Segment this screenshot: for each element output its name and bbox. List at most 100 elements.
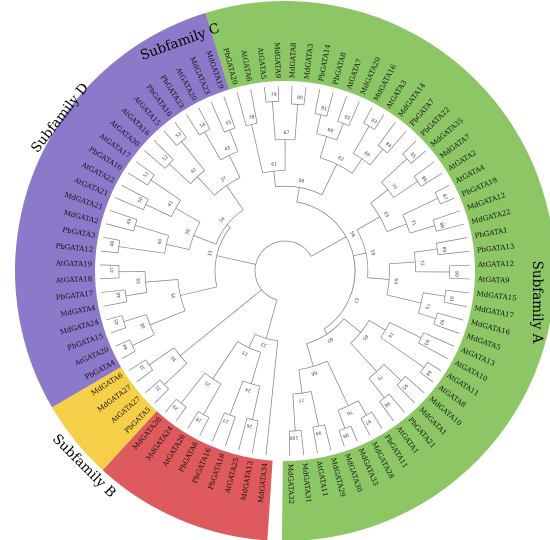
bootstrap-value: 85 — [409, 151, 417, 159]
branch-line — [432, 210, 461, 221]
leaf-label: AtGATA12 — [477, 260, 514, 269]
branch-line — [405, 376, 425, 394]
bootstrap-value: 97 — [364, 418, 372, 426]
branch-arc — [413, 176, 422, 187]
branch-line — [248, 334, 256, 348]
bootstrap-value: 46 — [116, 292, 123, 299]
branch-line — [135, 224, 169, 236]
bootstrap-value: 53 — [175, 131, 183, 139]
branch-line — [210, 101, 225, 133]
branch-line — [338, 430, 345, 447]
bootstrap-value: 63 — [382, 211, 390, 219]
branch-line — [110, 210, 138, 221]
bootstrap-value: 45 — [113, 318, 120, 325]
branch-line — [368, 377, 385, 399]
bootstrap-value: 50 — [137, 196, 145, 204]
branch-line — [115, 339, 130, 347]
branch-arc — [418, 332, 424, 344]
bootstrap-value: 69 — [363, 150, 371, 158]
branch-line — [356, 216, 380, 231]
branch-line — [203, 383, 222, 415]
bootstrap-value: 41 — [167, 200, 175, 208]
branch-arc — [413, 252, 416, 272]
branch-line — [311, 236, 347, 257]
branch-arc — [242, 380, 260, 387]
subfamily-sector — [14, 13, 229, 408]
branch-arc — [262, 170, 286, 174]
branch-line — [360, 418, 371, 436]
bootstrap-value: 72 — [419, 260, 425, 266]
bootstrap-value: 87 — [441, 193, 449, 201]
bootstrap-value: 91 — [448, 296, 455, 303]
branch-arc — [381, 181, 395, 198]
bootstrap-value: 55 — [225, 119, 233, 127]
bootstrap-value: 44 — [122, 343, 130, 351]
bootstrap-value: 65 — [361, 333, 369, 341]
branch-line — [445, 289, 469, 294]
bootstrap-value: 51 — [142, 171, 150, 179]
branch-arc — [323, 255, 356, 330]
bootstrap-value: 89 — [440, 246, 447, 253]
branch-line — [166, 244, 190, 250]
branch-line — [374, 114, 385, 130]
branch-line — [100, 264, 120, 266]
branch-line — [163, 130, 177, 146]
bootstrap-value: 81 — [321, 105, 328, 112]
branch-arc — [443, 290, 447, 303]
bootstrap-value: 62 — [337, 155, 345, 163]
subfamily-sector — [102, 411, 273, 540]
branch-line — [413, 161, 435, 177]
bootstrap-value: 61 — [271, 161, 278, 168]
bootstrap-value: 47 — [109, 267, 115, 273]
bootstrap-value: 40 — [157, 238, 164, 245]
branch-line — [251, 124, 264, 174]
bootstrap-value: 22 — [260, 341, 267, 348]
branch-line — [387, 130, 407, 154]
branch-line — [312, 427, 318, 454]
branch-line — [226, 224, 231, 228]
branch-line — [168, 163, 191, 184]
branch-line — [128, 359, 146, 371]
branch-line — [180, 286, 217, 296]
bootstrap-value: 75 — [376, 373, 384, 381]
bootstrap-value: 59 — [369, 249, 376, 256]
branch-line — [402, 140, 417, 155]
bootstrap-value: 70 — [390, 183, 398, 191]
branch-line — [100, 277, 120, 280]
leaf-label: MdGATA3 — [303, 43, 315, 79]
branch-line — [174, 122, 187, 138]
branch-line — [212, 412, 225, 442]
branch-line — [175, 406, 187, 421]
branch-line — [381, 158, 408, 183]
branch-arc — [117, 240, 121, 253]
branch-line — [265, 299, 278, 339]
branch-line — [371, 411, 383, 429]
branch-line — [121, 351, 136, 359]
branch-line — [197, 176, 215, 196]
bootstrap-value: 92 — [438, 319, 446, 326]
branch-line — [449, 277, 470, 280]
branch-arc — [402, 214, 411, 234]
branch-line — [353, 125, 370, 154]
branch-line — [150, 179, 181, 201]
branch-line — [103, 301, 127, 307]
branch-line — [229, 380, 244, 416]
bootstrap-value: 82 — [343, 114, 351, 122]
branch-line — [115, 197, 144, 211]
bootstrap-value: 33 — [207, 250, 214, 257]
branch-line — [121, 184, 149, 200]
leaf-label: AtGATA19 — [55, 259, 93, 268]
branch-line — [434, 184, 450, 193]
bootstrap-value: 60 — [326, 336, 334, 344]
bootstrap-value: 54 — [199, 121, 207, 129]
branch-line — [383, 364, 402, 381]
bootstrap-value: 79 — [271, 92, 277, 98]
bootstrap-value: 24 — [244, 386, 251, 393]
branch-arc — [368, 364, 385, 379]
branch-line — [314, 89, 321, 114]
branch-line — [326, 92, 334, 117]
bootstrap-value: 80 — [297, 95, 303, 101]
branch-line — [198, 107, 211, 130]
bootstrap-value: 31 — [154, 383, 162, 391]
branch-line — [193, 235, 217, 245]
